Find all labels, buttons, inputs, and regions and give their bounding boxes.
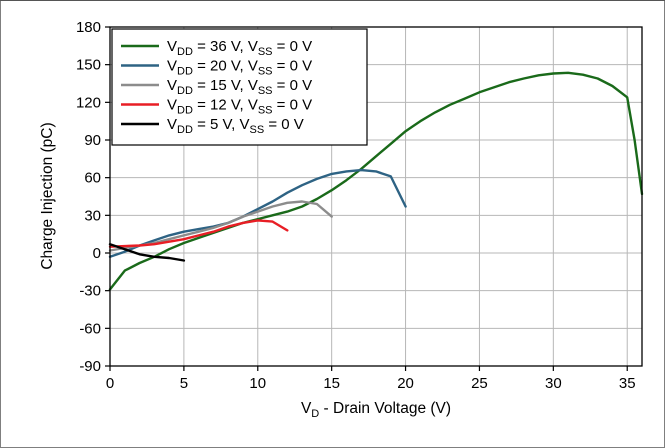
legend-box (111, 28, 368, 146)
legend-label-part: = 0 V (273, 77, 313, 94)
y-tick-label: -90 (79, 358, 101, 375)
legend-label: VDD = 20 V, VSS = 0 V (167, 58, 312, 78)
x-axis-title-rest: - Drain Voltage (V) (319, 400, 451, 417)
x-tick-label: 35 (619, 375, 636, 392)
legend-label: VDD = 36 V, VSS = 0 V (167, 38, 312, 58)
legend-label-part: V (167, 97, 177, 114)
frame-top-border (0, 0, 665, 1)
legend-label: VDD = 5 V, VSS = 0 V (167, 116, 304, 136)
legend-label-part: SS (258, 66, 273, 78)
y-tick-labels: -90 -60 -30 0 30 60 90 120 150 180 (76, 19, 101, 375)
legend-label-part: SS (249, 124, 264, 136)
x-axis-title-main: V (301, 400, 312, 417)
legend-label-part: DD (177, 66, 193, 78)
series-layer (108, 71, 644, 291)
legend-entry-3: VDD = 15 V, VSS = 0 V (121, 77, 312, 97)
legend-entry-5: VDD = 5 V, VSS = 0 V (121, 116, 304, 136)
legend-label-part: = 5 V, V (193, 116, 250, 133)
legend-label-part: = 0 V (264, 116, 304, 133)
y-tick-label: 150 (76, 57, 101, 74)
series-line-1 (108, 71, 644, 291)
y-tick-label: 60 (84, 170, 101, 187)
series-line-4 (108, 219, 289, 248)
legend-label-part: DD (177, 124, 193, 136)
legend-entry-4: VDD = 12 V, VSS = 0 V (121, 97, 312, 117)
legend-label-part: DD (177, 46, 193, 58)
y-tick-label: 120 (76, 94, 101, 111)
legend-label-part: DD (177, 105, 193, 117)
legend-label-part: DD (177, 85, 193, 97)
x-tick-label: 5 (180, 375, 188, 392)
legend-label-part: V (167, 116, 177, 133)
y-tick-label: 0 (93, 245, 101, 262)
y-tick-label: 30 (84, 207, 101, 224)
y-tick-label: 90 (84, 132, 101, 149)
legend-label-part: = 12 V, V (193, 97, 258, 114)
y-axis-title: Charge Injection (pC) (39, 122, 56, 269)
tick-marks (105, 26, 628, 371)
legend-label-part: V (167, 77, 177, 94)
x-tick-label: 15 (323, 375, 340, 392)
x-tick-labels: 0 5 10 15 20 25 30 35 (106, 375, 636, 392)
legend-label-part: SS (258, 105, 273, 117)
series-line-2 (108, 168, 407, 258)
x-tick-label: 20 (397, 375, 414, 392)
legend-label-part: = 15 V, V (193, 77, 258, 94)
y-tick-label: -60 (79, 320, 101, 337)
x-tick-label: 10 (249, 375, 266, 392)
legend-label-part: SS (258, 85, 273, 97)
legend-label-part: = 0 V (273, 58, 313, 75)
x-tick-label: 0 (106, 375, 114, 392)
legend-label-part: = 36 V, V (193, 38, 258, 55)
legend-label-part: = 0 V (273, 38, 313, 55)
y-tick-label: -30 (79, 283, 101, 300)
legend-label: VDD = 15 V, VSS = 0 V (167, 77, 312, 97)
x-tick-label: 30 (545, 375, 562, 392)
legend-label: VDD = 12 V, VSS = 0 V (167, 97, 312, 117)
legend-label-part: SS (258, 46, 273, 58)
legend-label-part: V (167, 38, 177, 55)
legend-label-part: = 20 V, V (193, 58, 258, 75)
plot-border (109, 26, 643, 367)
y-tick-label: 180 (76, 19, 101, 36)
x-axis-title-sub: D (311, 408, 319, 420)
legend-label-part: = 0 V (273, 97, 313, 114)
legend-entry-1: VDD = 36 V, VSS = 0 V (121, 38, 312, 58)
x-axis-title: VD - Drain Voltage (V) (301, 400, 451, 420)
legend-entry-2: VDD = 20 V, VSS = 0 V (121, 58, 312, 78)
series-line-5 (108, 242, 186, 262)
legend-label-part: V (167, 58, 177, 75)
x-tick-label: 25 (471, 375, 488, 392)
